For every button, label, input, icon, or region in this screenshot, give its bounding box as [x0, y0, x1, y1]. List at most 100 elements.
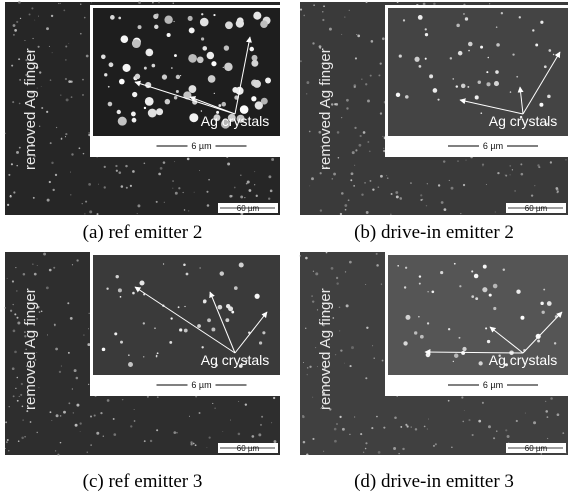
speckle	[428, 419, 429, 420]
speckle	[52, 189, 54, 191]
speckle	[315, 272, 318, 275]
speckle	[240, 175, 241, 176]
crystal	[452, 78, 454, 80]
inset-scale-label: 6 µm	[191, 380, 211, 390]
speckle	[358, 144, 361, 147]
speckle	[82, 94, 83, 95]
crystal	[108, 86, 110, 88]
speckle	[208, 179, 210, 181]
speckle	[369, 180, 371, 182]
crystal	[171, 67, 172, 68]
speckle	[58, 3, 59, 4]
speckle	[329, 28, 332, 31]
speckle	[14, 313, 16, 315]
speckle	[11, 65, 13, 67]
speckle	[350, 179, 352, 181]
speckle	[65, 133, 67, 135]
speckle	[207, 204, 210, 207]
speckle	[306, 93, 307, 94]
speckle	[355, 149, 357, 151]
crystal	[132, 92, 137, 97]
crystal	[431, 290, 434, 293]
speckle	[158, 1, 160, 3]
crystal	[119, 79, 125, 85]
speckle	[121, 185, 124, 188]
crystal	[496, 43, 500, 47]
speckle	[238, 433, 241, 436]
speckle	[346, 107, 348, 109]
crystal	[223, 67, 224, 68]
speckle	[313, 4, 315, 6]
speckle	[67, 302, 69, 304]
speckle	[378, 451, 381, 454]
speckle	[303, 15, 305, 17]
speckle	[72, 388, 73, 389]
speckle	[227, 163, 230, 166]
speckle	[86, 55, 89, 58]
crystal	[426, 353, 431, 358]
speckle	[472, 434, 474, 436]
speckle	[461, 396, 463, 398]
crystal	[462, 347, 466, 351]
speckle	[72, 264, 73, 265]
speckle	[68, 352, 70, 354]
speckle	[346, 99, 349, 102]
crystal	[261, 98, 268, 105]
speckle	[353, 185, 355, 187]
speckle	[50, 142, 52, 144]
speckle	[100, 412, 102, 414]
speckle	[341, 117, 342, 118]
crystal	[199, 267, 200, 268]
speckle	[10, 195, 11, 196]
crystal	[143, 322, 145, 324]
speckle	[521, 173, 524, 176]
crystal	[114, 332, 117, 335]
speckle	[393, 447, 396, 450]
crystal	[456, 24, 460, 28]
crystal	[468, 42, 473, 47]
speckle	[541, 453, 542, 454]
speckle	[309, 366, 311, 368]
speckle	[68, 402, 70, 404]
speckle	[164, 202, 165, 203]
speckle	[188, 210, 189, 211]
crystal	[474, 274, 479, 279]
speckle	[34, 20, 35, 21]
speckle	[311, 177, 314, 180]
speckle	[270, 190, 273, 193]
caption: (c) ref emitter 3	[83, 471, 203, 492]
crystal	[483, 265, 487, 269]
speckle	[488, 425, 491, 428]
speckle	[173, 3, 174, 4]
speckle	[400, 426, 402, 428]
speckle	[312, 397, 313, 398]
speckle	[550, 397, 553, 400]
speckle	[17, 377, 19, 379]
speckle	[309, 186, 310, 187]
speckle	[460, 213, 461, 214]
speckle	[547, 416, 549, 418]
speckle	[261, 416, 263, 418]
speckle	[466, 160, 467, 161]
speckle	[41, 107, 43, 109]
speckle	[533, 421, 536, 424]
caption: (d) drive-in emitter 3	[354, 471, 514, 492]
speckle	[383, 427, 385, 429]
speckle	[74, 369, 77, 372]
speckle	[349, 261, 352, 264]
crystal	[396, 93, 400, 97]
speckle	[206, 447, 207, 448]
crystal	[468, 50, 470, 52]
speckle	[10, 310, 12, 312]
speckle	[326, 252, 328, 254]
speckle	[238, 401, 239, 402]
speckle	[376, 416, 378, 418]
speckle	[336, 277, 338, 279]
speckle	[351, 172, 354, 175]
speckle	[17, 400, 19, 402]
speckle	[312, 300, 314, 302]
speckle	[334, 428, 337, 431]
speckle	[71, 153, 73, 155]
panel: 6 µmAg crystalsremoved Ag finger60 µm	[300, 1, 568, 215]
crystal	[262, 331, 265, 334]
